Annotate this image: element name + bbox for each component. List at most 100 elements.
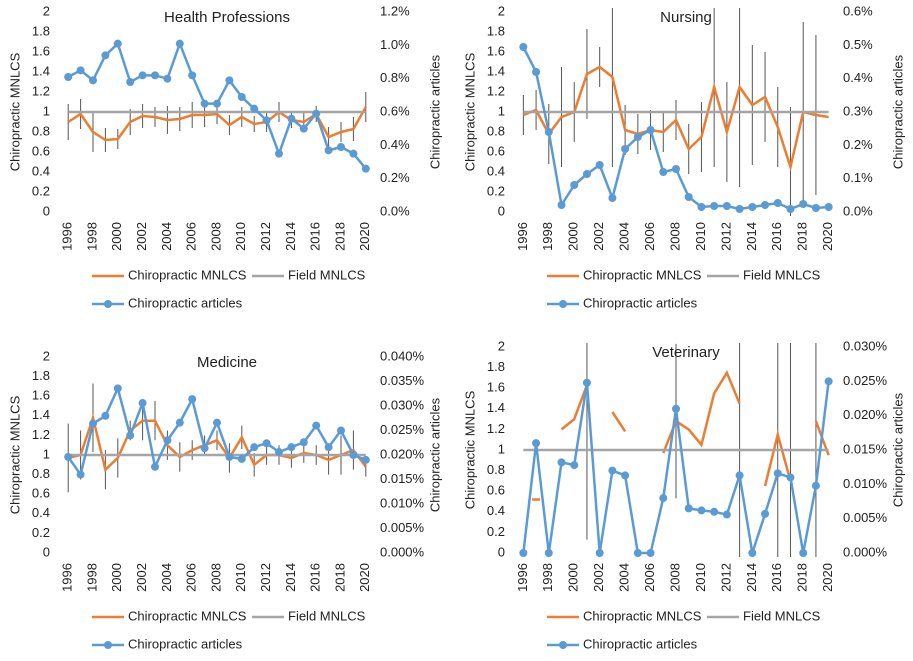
- plot-area: [519, 343, 833, 557]
- data-point: [735, 471, 744, 480]
- y-tick-label: 0.2: [487, 183, 505, 198]
- data-point: [101, 51, 110, 60]
- data-point: [722, 202, 731, 210]
- y2-tick-label: 0.4%: [843, 70, 873, 85]
- data-point: [608, 466, 617, 475]
- y2-tick-label: 0.005%: [843, 510, 888, 525]
- legend-label: Field MNLCS: [743, 608, 821, 623]
- y2-tick-label: 0.030%: [380, 397, 425, 412]
- chart-title: Medicine: [197, 354, 257, 371]
- data-point: [659, 494, 668, 503]
- data-point: [126, 431, 135, 440]
- y2-axis-title: Chiropractic articles: [427, 397, 442, 512]
- x-tick-label: 2000: [109, 563, 124, 592]
- y2-tick-label: 0.0%: [843, 203, 873, 218]
- y2-tick-label: 1.2%: [380, 3, 410, 18]
- y-tick-label: 0: [43, 544, 50, 559]
- data-point: [349, 149, 358, 158]
- data-point: [337, 143, 345, 151]
- x-tick-label: 2000: [566, 563, 581, 592]
- data-point: [113, 384, 122, 393]
- x-tick-label: 2014: [744, 222, 759, 251]
- data-point: [200, 444, 209, 453]
- y2-tick-label: 0.2%: [380, 170, 410, 185]
- x-tick-label: 1998: [84, 222, 99, 251]
- y2-tick-label: 0.6%: [843, 3, 873, 18]
- data-point: [262, 116, 271, 125]
- data-point: [672, 165, 680, 173]
- data-point: [337, 426, 345, 435]
- data-point: [312, 421, 321, 430]
- x-tick-label: 1996: [60, 222, 75, 251]
- data-point: [659, 168, 668, 176]
- y2-tick-label: 0.5%: [843, 37, 873, 52]
- y2-tick-label: 0.020%: [843, 407, 888, 422]
- x-tick-label: 1996: [60, 563, 75, 592]
- x-tick-label: 2012: [718, 222, 733, 251]
- x-tick-label: 2006: [184, 222, 199, 251]
- data-point: [324, 443, 333, 452]
- y-tick-label: 1.6: [487, 43, 505, 58]
- data-point: [262, 439, 271, 448]
- data-point: [225, 76, 234, 85]
- data-point: [519, 43, 528, 51]
- y-tick-label: 1.4: [487, 63, 505, 78]
- chart-title: Health Professions: [164, 9, 290, 26]
- y-tick-label: 0: [43, 203, 50, 218]
- x-tick-label: 2014: [283, 222, 298, 251]
- x-tick-label: 2018: [795, 563, 810, 592]
- x-tick-label: 2014: [744, 563, 759, 592]
- y-tick-label: 1.4: [32, 63, 50, 78]
- data-point: [595, 549, 604, 557]
- legend-label: Field MNLCS: [288, 267, 366, 282]
- y-tick-label: 0.6: [487, 143, 505, 158]
- data-point: [786, 205, 795, 213]
- chart-panel: Health Professions 0 0.2 0.4 0.6 0.8 1 1.2 1.4 1.…: [7, 3, 442, 310]
- y-tick-label: 1: [498, 441, 505, 456]
- x-tick-label: 2012: [258, 222, 273, 251]
- x-tick-label: 1996: [515, 563, 530, 592]
- x-tick-label: 2004: [617, 222, 632, 251]
- y2-tick-label: 1.0%: [380, 37, 410, 52]
- y-tick-label: 0.2: [32, 525, 50, 540]
- x-tick-label: 2020: [357, 563, 372, 592]
- data-point: [646, 549, 655, 557]
- data-point: [621, 471, 630, 480]
- data-point: [748, 549, 757, 557]
- data-point: [544, 128, 553, 136]
- chart-title: Veterinary: [652, 344, 720, 361]
- data-point: [595, 161, 604, 169]
- x-tick-label: 2016: [308, 563, 323, 592]
- y2-axis-title: Chiropractic articles: [890, 54, 905, 169]
- data-point: [250, 104, 259, 113]
- data-point: [811, 481, 820, 490]
- data-point: [544, 549, 553, 557]
- data-point: [113, 39, 122, 48]
- plot-area: [64, 383, 370, 493]
- series-line: [532, 370, 830, 501]
- plot-area: [519, 8, 833, 216]
- data-point: [213, 99, 221, 108]
- data-point: [684, 504, 693, 513]
- data-point: [684, 193, 693, 201]
- y-tick-label: 0.4: [487, 163, 505, 178]
- x-tick-label: 2008: [667, 222, 682, 251]
- data-point: [76, 66, 85, 75]
- data-point: [697, 506, 706, 515]
- data-point: [532, 68, 541, 76]
- legend-marker: [104, 641, 112, 649]
- y-tick-label: 1.2: [487, 83, 505, 98]
- legend-label: Chiropractic articles: [583, 636, 698, 651]
- y-tick-label: 0.8: [32, 466, 50, 481]
- x-tick-label: 2004: [617, 563, 632, 592]
- x-tick-label: 2012: [718, 563, 733, 592]
- y2-tick-label: 0.025%: [843, 373, 888, 388]
- legend-marker: [559, 641, 567, 649]
- data-point: [735, 205, 744, 213]
- data-point: [151, 71, 159, 80]
- data-point: [188, 395, 197, 404]
- legend-label: Chiropractic MNLCS: [583, 267, 702, 282]
- x-tick-label: 2010: [233, 563, 248, 592]
- chart-panel: Medicine 0 0.2 0.4 0.6 0.8 1 1.2 1.4 1.6 1.8 2 0.000…: [7, 348, 442, 651]
